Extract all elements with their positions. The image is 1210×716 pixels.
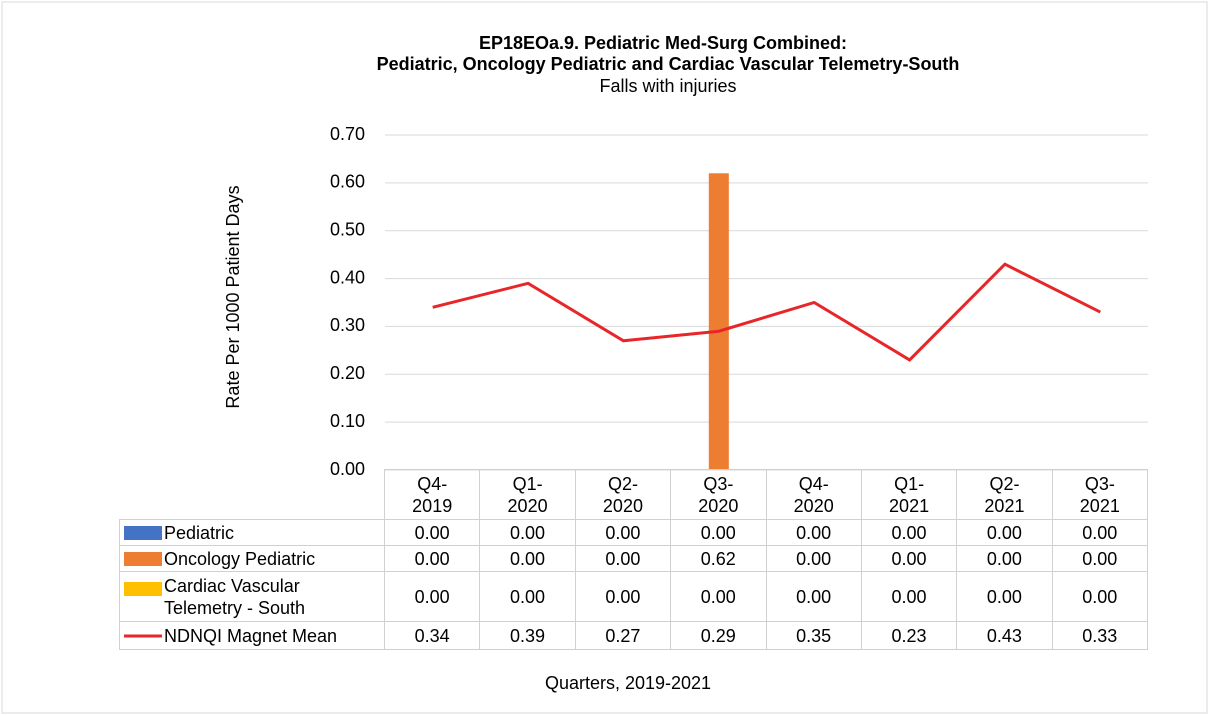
data-label: 0.00 [765, 519, 862, 546]
x-tick-label: Q3-2020 [698, 473, 739, 516]
chart-subtitle: Falls with injuries [599, 76, 736, 96]
data-label: 0.27 [574, 621, 672, 650]
data-label: 0.00 [1051, 571, 1148, 622]
data-label: 0.35 [765, 621, 862, 650]
y-tick-label: 0.30 [330, 315, 365, 335]
legend-swatch [124, 526, 162, 540]
data-label: 0.00 [670, 571, 767, 622]
legend-swatch [124, 582, 162, 596]
x-tick-label: Q1-2021 [889, 473, 930, 516]
legend-label: NDNQI Magnet Mean [119, 621, 385, 650]
data-label: 0.00 [956, 519, 1053, 546]
data-label: 0.00 [479, 519, 576, 546]
legend-label: Pediatric [119, 519, 385, 546]
x-tick-label: Q2-2020 [602, 473, 643, 516]
data-label: 0.00 [860, 571, 958, 622]
data-label: 0.00 [860, 545, 958, 572]
data-label: 0.00 [574, 571, 672, 622]
y-tick-label: 0.50 [330, 219, 365, 239]
data-label: 0.34 [384, 621, 481, 650]
data-label: 0.33 [1051, 621, 1148, 650]
data-label: 0.00 [670, 519, 767, 546]
y-tick-label: 0.00 [330, 459, 365, 479]
data-label: 0.00 [1051, 519, 1148, 546]
y-axis-label: Rate Per 1000 Patient Days [223, 185, 243, 408]
data-label: 0.29 [670, 621, 767, 650]
x-tick-label: Q2-2021 [984, 473, 1025, 516]
bar [708, 173, 729, 471]
data-label: 0.00 [956, 545, 1053, 572]
y-tick-label: 0.70 [330, 124, 365, 144]
data-label: 0.00 [384, 571, 481, 622]
data-label: 0.00 [384, 545, 481, 572]
x-tick-label: Q4-2020 [793, 473, 834, 516]
data-label: 0.39 [479, 621, 576, 650]
y-tick-label: 0.10 [330, 411, 365, 431]
line [432, 262, 1101, 362]
data-label: 0.00 [860, 519, 958, 546]
chart-title: Pediatric, Oncology Pediatric and Cardia… [377, 54, 960, 74]
legend-label: Cardiac Vascular Telemetry - South [119, 571, 385, 622]
data-label: 0.00 [479, 571, 576, 622]
data-label: 0.23 [860, 621, 958, 650]
x-tick-label: Q4-2019 [412, 473, 453, 516]
y-tick-label: 0.20 [330, 363, 365, 383]
legend-swatch [124, 552, 162, 566]
data-label: 0.00 [574, 519, 672, 546]
x-axis-label: Quarters, 2019-2021 [545, 673, 711, 693]
legend-label: Oncology Pediatric [119, 545, 385, 572]
y-tick-label: 0.40 [330, 267, 365, 287]
data-label: 0.00 [956, 571, 1053, 622]
data-label: 0.00 [765, 571, 862, 622]
data-label: 0.00 [1051, 545, 1148, 572]
data-label: 0.43 [956, 621, 1053, 650]
data-label: 0.00 [765, 545, 862, 572]
chart-title: EP18EOa.9. Pediatric Med-Surg Combined: [479, 33, 847, 53]
data-label: 0.00 [574, 545, 672, 572]
data-label: 0.00 [384, 519, 481, 546]
data-label: 0.62 [670, 545, 767, 572]
y-tick-label: 0.60 [330, 172, 365, 192]
x-tick-label: Q1-2020 [507, 473, 548, 516]
x-tick-label: Q3-2021 [1079, 473, 1120, 516]
data-label: 0.00 [479, 545, 576, 572]
